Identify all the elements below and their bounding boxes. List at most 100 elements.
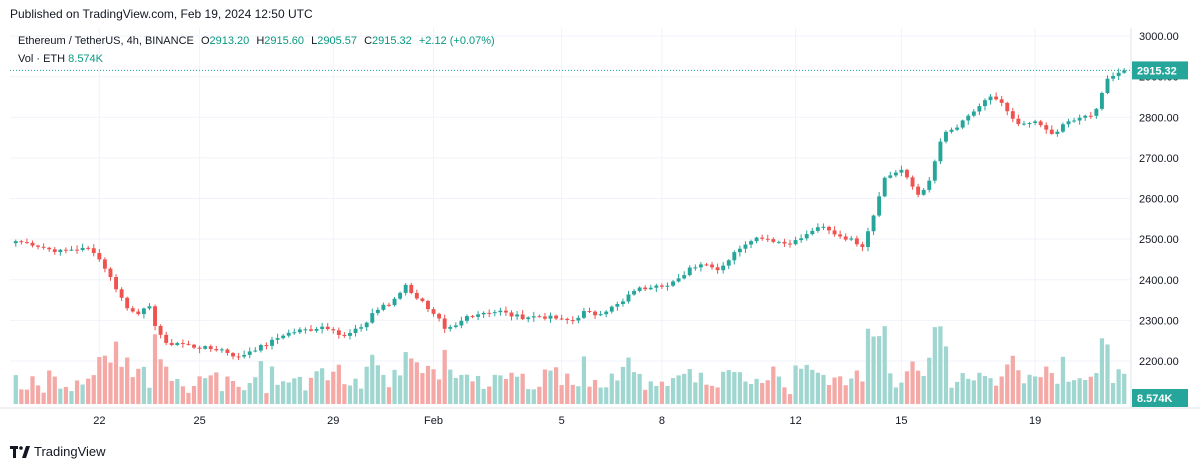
volume-bar: [815, 372, 820, 404]
candle-body: [203, 346, 208, 349]
volume-bar: [147, 387, 152, 404]
candle-body: [437, 313, 442, 319]
volume-bar: [470, 381, 475, 404]
volume-bar: [397, 375, 403, 404]
volume-bar: [704, 384, 709, 404]
volume-bar: [949, 387, 954, 404]
volume-bar: [425, 365, 431, 404]
candlestick-chart[interactable]: 3000.002900.002800.002700.002600.002500.…: [0, 28, 1200, 434]
volume-bar: [1010, 355, 1015, 404]
price-tick-label: 2400.00: [1139, 275, 1179, 287]
volume-bar: [414, 362, 419, 404]
candle-body: [587, 311, 592, 313]
open-label: O: [200, 35, 210, 47]
volume-bar: [375, 365, 380, 404]
time-tick-label: Feb: [424, 415, 443, 427]
volume-bar: [281, 381, 286, 404]
volume-bar: [1027, 374, 1032, 404]
candle-body: [403, 284, 408, 293]
tradingview-logo-icon[interactable]: [10, 445, 30, 458]
symbol-label[interactable]: Ethereum / TetherUS, 4h, BINANCE: [18, 35, 194, 47]
candle-body: [453, 325, 458, 328]
volume-bar: [386, 387, 392, 404]
volume-legend: Vol · ETH 8.574K: [18, 53, 103, 65]
volume-bar: [158, 359, 163, 404]
candle-body: [1116, 72, 1121, 76]
candle-body: [169, 342, 174, 345]
candle-body: [676, 278, 681, 282]
candle-body: [1122, 70, 1127, 73]
volume-bar: [253, 377, 258, 404]
open-value: 2913.20: [209, 35, 250, 47]
candle-body: [509, 312, 514, 317]
candle-body: [782, 241, 787, 244]
candle-body: [487, 312, 492, 314]
candle-body: [548, 315, 553, 319]
volume-bar: [442, 349, 447, 404]
volume-bar: [58, 388, 63, 404]
candle-body: [180, 343, 185, 345]
candle-body: [743, 244, 748, 249]
volume-bar: [13, 375, 18, 404]
volume-bar: [459, 374, 464, 404]
candle-body: [258, 345, 263, 351]
candle-body: [481, 312, 486, 315]
volume-bar: [682, 373, 687, 404]
volume-bar: [648, 381, 653, 404]
candle-body: [1044, 125, 1049, 130]
time-tick-label: 22: [93, 415, 105, 427]
candle-body: [671, 281, 675, 286]
volume-bar: [787, 394, 793, 404]
candle-body: [225, 349, 230, 354]
candle-body: [186, 343, 191, 345]
candle-body: [983, 100, 987, 107]
candle-body: [854, 238, 859, 245]
candle-body: [620, 301, 625, 304]
last-price-tag: [1132, 61, 1188, 80]
candle-body: [387, 304, 391, 306]
candle-body: [348, 332, 352, 336]
volume-bar: [1016, 370, 1021, 404]
candle-body: [804, 234, 809, 239]
candle-body: [208, 346, 213, 350]
volume-bar: [19, 389, 24, 404]
volume-bar: [514, 376, 520, 404]
volume-bar: [242, 390, 247, 404]
brand-label[interactable]: TradingView: [34, 444, 106, 459]
candle-body: [231, 353, 235, 357]
volume-bar: [336, 364, 341, 404]
time-tick-label: 19: [1029, 415, 1041, 427]
price-tick-label: 2700.00: [1139, 153, 1179, 165]
candle-body: [47, 247, 52, 250]
candle-body: [86, 247, 91, 249]
volume-bar: [191, 385, 197, 404]
volume-bar: [47, 370, 52, 404]
volume-bar: [921, 375, 926, 404]
candle-body: [63, 249, 68, 251]
volume-bar: [993, 385, 999, 404]
candle-body: [1077, 117, 1082, 121]
volume-bar: [180, 386, 186, 404]
low-label: L: [311, 35, 318, 47]
candle-body: [966, 115, 971, 121]
price-tick-label: 2500.00: [1139, 234, 1179, 246]
volume-label[interactable]: Vol · ETH: [18, 53, 66, 65]
volume-bar: [152, 334, 158, 404]
candle-body: [314, 329, 319, 331]
price-tick-label: 2800.00: [1139, 112, 1179, 124]
candle-body: [476, 314, 481, 317]
candle-body: [342, 334, 347, 336]
candle-body: [726, 260, 731, 266]
candle-body: [810, 230, 815, 235]
volume-bar: [136, 368, 141, 404]
volume-bar: [654, 386, 659, 404]
volume-bar: [125, 357, 130, 404]
volume-bar: [977, 372, 982, 404]
volume-bar: [748, 384, 754, 404]
chart-area[interactable]: 3000.002900.002800.002700.002600.002500.…: [0, 28, 1200, 434]
volume-bar: [631, 372, 637, 404]
volume-bar: [208, 375, 213, 404]
candle-body: [526, 317, 531, 320]
candle-body: [581, 311, 586, 318]
candle-body: [470, 316, 475, 318]
